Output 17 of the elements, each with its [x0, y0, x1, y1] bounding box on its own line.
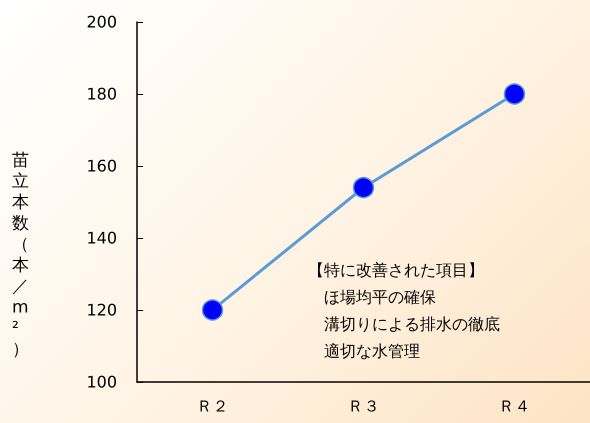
annotation: 【特に改善された項目】: [308, 260, 484, 280]
point: [504, 83, 526, 105]
x-tick-label: Ｒ４: [498, 396, 530, 416]
annotation: 適切な水管理: [324, 342, 420, 360]
x-tick-label: Ｒ３: [348, 396, 380, 416]
annotation: ほ場均平の確保: [324, 288, 436, 306]
x-tick-label: Ｒ２: [196, 396, 228, 416]
y-tick-label: 200: [86, 12, 117, 32]
point: [202, 299, 224, 321]
y-tick-label: 140: [86, 228, 117, 248]
y-tick-label: 120: [86, 300, 117, 320]
y-tick-label: 180: [86, 84, 117, 104]
y-tick-label: 160: [86, 156, 117, 176]
text: 苗立本数（本／m²）: [12, 150, 29, 360]
annotation: 溝切りによる排水の徹底: [324, 314, 500, 334]
point: [352, 176, 374, 198]
y-tick-label: 100: [86, 372, 117, 392]
